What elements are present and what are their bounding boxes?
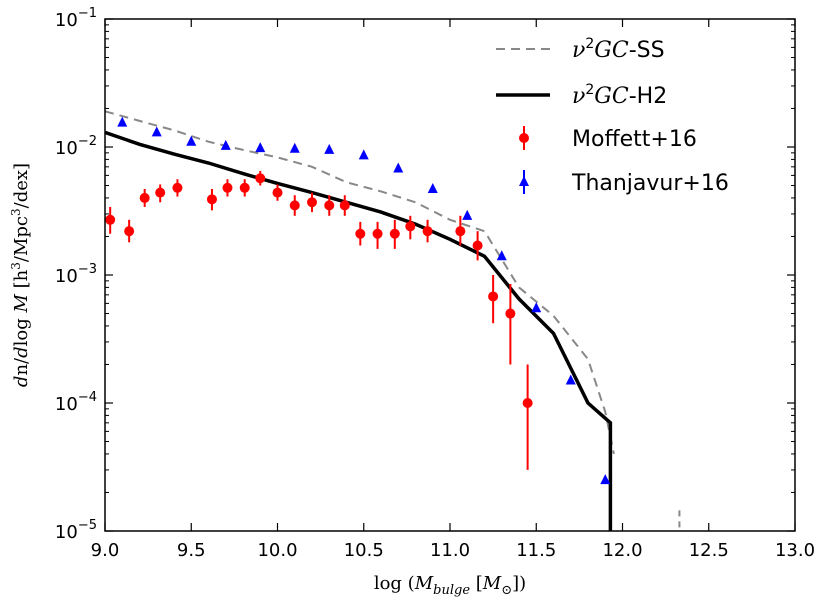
legend-moffett-marker (519, 133, 529, 143)
moffett-point (155, 187, 166, 198)
x-tick-label: 12.5 (689, 540, 729, 561)
legend-thanjavur-marker (519, 176, 529, 186)
moffett-point (272, 187, 283, 198)
x-tick-label: 9.0 (91, 540, 120, 561)
moffett-point (255, 173, 266, 184)
moffett-point (324, 200, 335, 211)
thanjavur-point (600, 474, 611, 485)
thanjavur-point (393, 162, 404, 173)
thanjavur-point (324, 143, 335, 154)
moffett-point (505, 308, 516, 319)
moffett-point (289, 200, 300, 211)
thanjavur-point (462, 209, 473, 220)
moffett-point (124, 226, 135, 237)
y-tick-label: 10−5 (55, 518, 97, 543)
moffett-point (372, 228, 383, 239)
moffett-point (307, 197, 317, 208)
moffett-point (422, 226, 433, 237)
moffett-point (222, 182, 233, 193)
thanjavur-point (531, 302, 542, 313)
thanjavur-point (358, 149, 369, 160)
x-tick-label: 10.0 (257, 540, 297, 561)
x-tick-label: 11.0 (430, 540, 470, 561)
thanjavur-point (151, 126, 162, 137)
moffett-point (105, 214, 116, 225)
moffett-point (206, 194, 217, 205)
legend: ν2GC-SS ν2GC-H2 Moffett+16 Thanjavur+16 (496, 36, 729, 196)
x-axis-label: log (Mbulge [M⊙]) (374, 573, 526, 598)
legend-thanjavur-label: Thanjavur+16 (571, 171, 729, 196)
moffett-point (339, 200, 350, 211)
legend-ss-label: ν2GC-SS (572, 36, 665, 63)
moffett-point (522, 398, 533, 408)
legend-moffett-label: Moffett+16 (572, 127, 697, 152)
thanjavur-point (289, 142, 300, 153)
x-tick-label: 9.5 (177, 540, 206, 561)
moffett-point (488, 291, 499, 302)
y-axis-label: dn/dlog M [h3/Mpc3/dex] (9, 163, 32, 387)
y-tick-label: 10−1 (55, 6, 97, 31)
moffett-point (172, 182, 183, 193)
moffett-point (389, 228, 400, 239)
legend-h2-label: ν2GC-H2 (572, 82, 667, 109)
moffett-point (405, 221, 416, 232)
thanjavur-point (565, 374, 576, 385)
y-tick-label: 10−3 (55, 262, 97, 287)
x-tick-label: 12.0 (602, 540, 642, 561)
thanjavur-point (496, 250, 507, 261)
moffett-point (139, 192, 150, 203)
x-tick-label: 11.5 (516, 540, 556, 561)
series-line-1 (105, 130, 613, 531)
series-line-0 (105, 110, 615, 455)
plot-area (105, 110, 681, 531)
thanjavur-point (427, 182, 438, 193)
thanjavur-point (255, 142, 266, 153)
moffett-point (455, 226, 466, 237)
moffett-point (355, 228, 366, 239)
thanjavur-point (220, 139, 231, 150)
plot-layer (105, 110, 681, 531)
x-tick-label: 13.0 (775, 540, 815, 561)
moffett-point (472, 240, 483, 251)
x-tick-label: 10.5 (344, 540, 384, 561)
y-tick-label: 10−2 (55, 134, 97, 159)
y-tick-label: 10−4 (55, 390, 97, 415)
thanjavur-point (117, 116, 128, 127)
thanjavur-point (186, 135, 197, 146)
moffett-point (239, 182, 250, 193)
ticks-layer: 9.0 9.5 10.0 10.5 11.0 11.5 12.0 12.5 13.0 10−1 10… (55, 6, 815, 561)
plot-frame (104, 18, 796, 532)
